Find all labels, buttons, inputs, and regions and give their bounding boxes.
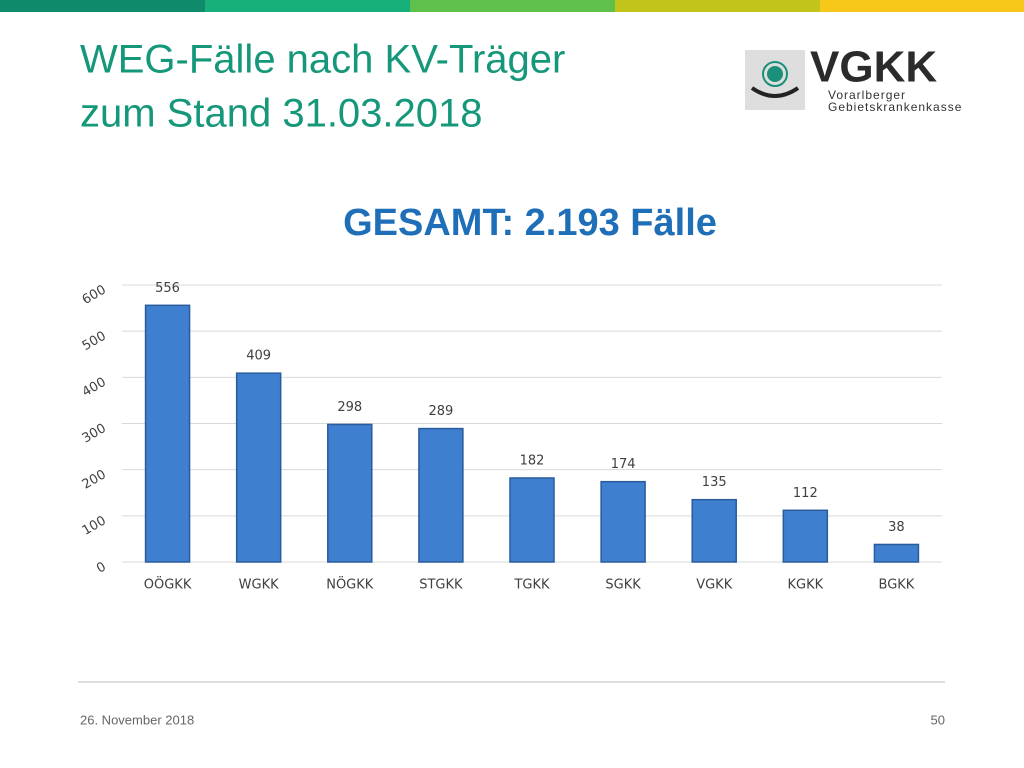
x-tick-label: VGKK [696, 578, 732, 593]
stripe [615, 0, 820, 12]
stripe [820, 0, 1024, 12]
y-tick-label: 100 [80, 513, 109, 538]
chart-title: GESAMT: 2.193 Fälle [343, 202, 717, 244]
y-tick-label: 0 [94, 560, 109, 577]
bar [418, 427, 464, 563]
data-label: 112 [793, 486, 818, 501]
bar [144, 304, 191, 563]
logo-dot [767, 66, 783, 82]
bar [327, 423, 373, 563]
bar [873, 543, 920, 563]
footer-date: 26. November 2018 [80, 712, 194, 727]
logo-text: Vorarlberger [828, 88, 906, 102]
bar [782, 509, 829, 563]
y-tick-label: 500 [80, 329, 109, 354]
data-label: 182 [520, 453, 545, 468]
data-label: 556 [155, 281, 180, 296]
bar [509, 477, 555, 563]
bar [691, 498, 737, 563]
stripe [410, 0, 615, 12]
data-label: 135 [702, 475, 727, 490]
data-label: 38 [888, 520, 905, 535]
data-label: 174 [611, 457, 636, 472]
bar [600, 480, 646, 563]
data-label: 289 [428, 404, 453, 419]
stripe [205, 0, 410, 12]
bar [235, 372, 282, 563]
y-tick-label: 200 [80, 467, 109, 492]
x-tick-label: WGKK [239, 578, 279, 593]
x-tick-label: KGKK [788, 578, 824, 593]
x-tick-label: NÖGKK [326, 576, 374, 593]
stripe [0, 0, 205, 12]
logo-ring [762, 61, 788, 87]
data-label: 409 [246, 349, 271, 364]
y-tick-label: 300 [80, 421, 109, 446]
logo-name: VGKK [810, 43, 937, 92]
data-label: 298 [337, 400, 362, 415]
y-tick-label: 600 [80, 283, 109, 308]
page-number: 50 [931, 712, 945, 727]
x-tick-label: OÖGKK [144, 576, 192, 593]
logo-arc [750, 86, 800, 98]
slide-title: WEG-Fälle nach KV-Träger [80, 38, 565, 82]
y-tick-label: 400 [80, 375, 109, 400]
x-tick-label: STGKK [419, 578, 463, 593]
logo-text: Gebietskrankenkasse [828, 100, 962, 114]
slide-title: zum Stand 31.03.2018 [80, 92, 483, 136]
x-tick-label: SGKK [605, 578, 641, 593]
x-tick-label: BGKK [879, 578, 915, 593]
x-tick-label: TGKK [513, 578, 550, 593]
